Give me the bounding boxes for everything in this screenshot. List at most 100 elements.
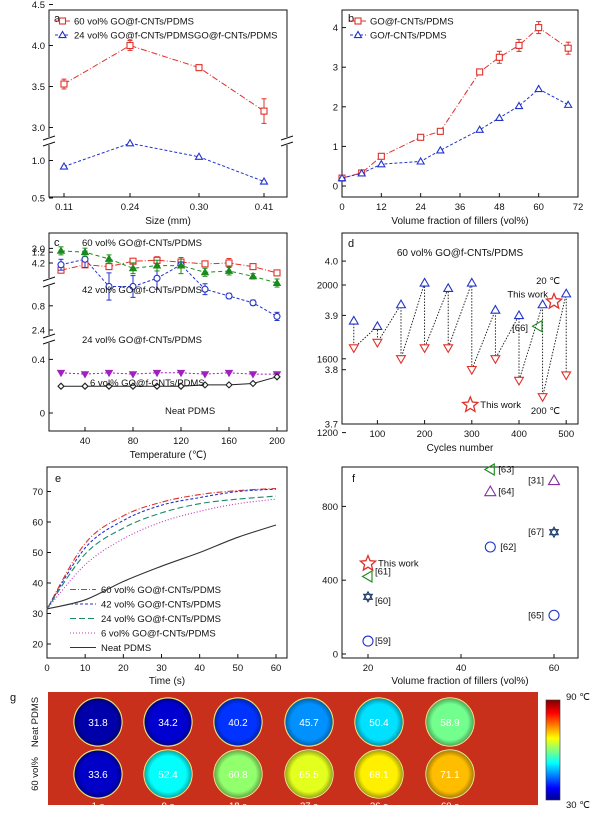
panel-c-point	[129, 382, 137, 390]
panel-c-point	[56, 369, 66, 378]
panel-c-point	[105, 282, 113, 291]
panel-b-point	[535, 24, 543, 32]
panel-f-point-label: [31]	[528, 476, 544, 487]
panel-g-temp-label: 34.2	[158, 718, 178, 729]
panel-e-series-curve	[46, 495, 277, 610]
panel-c-point	[80, 371, 90, 379]
panel-b-legend-label: GO@f-CNTs/PDMS	[370, 17, 454, 28]
panel-d-ytick-label: 3.9	[325, 311, 338, 322]
panel-c-point	[104, 369, 114, 378]
panel-a-ytick-label: 1.0	[32, 156, 45, 167]
panel-e-ytick-label: 60	[32, 518, 43, 529]
panel-d-xtick-label: 100	[369, 429, 385, 440]
panel-c-point	[249, 263, 257, 271]
panel-g-disc-shading	[214, 698, 262, 746]
panel-c-point	[153, 274, 161, 282]
panel-b-xtick-label: 72	[573, 202, 584, 213]
panel-e-series-curve	[46, 488, 277, 610]
panel-a-point	[59, 161, 69, 170]
panel-g-letter: g	[10, 692, 16, 704]
panel-a-series-line	[63, 142, 265, 182]
panel-d-point-200c	[442, 344, 454, 354]
panel-e-ytick-label: 30	[32, 609, 43, 620]
panel-f-point	[531, 319, 543, 333]
panel-c-point	[81, 255, 89, 263]
panel-b-xtick-label: 48	[494, 202, 505, 213]
panel-b-xtick-label: 12	[376, 202, 387, 213]
panel-e-xtick-label: 30	[156, 663, 167, 674]
panel-e-xtick-label: 60	[271, 663, 282, 674]
panel-e-xtick-label: 20	[118, 663, 129, 674]
panel-g-temp-label: 33.6	[88, 770, 108, 781]
panel-g-time-label: 1 s	[92, 801, 105, 812]
panel-g-time-label: 36 s	[370, 801, 388, 812]
panel-c-point	[104, 254, 114, 262]
panel-a-xtick-label: 0.30	[190, 202, 209, 213]
panel-d-point-20c	[513, 309, 525, 320]
panel-e-xtick-label: 0	[44, 663, 49, 674]
panel-c-point	[224, 369, 234, 378]
panel-b-point	[495, 53, 503, 61]
panel-d-title: 60 vol% GO@f-CNTs/PDMS	[397, 248, 524, 259]
panel-c-xtick-label: 80	[128, 436, 139, 447]
panel-c-point	[224, 266, 234, 274]
panel-b-xtick-label: 0	[339, 202, 344, 213]
panel-f-point-label: [65]	[528, 610, 544, 621]
panel-a-ytick-label: 3.0	[32, 123, 45, 134]
panel-e-xtick-label: 50	[233, 663, 244, 674]
panel-c-point	[128, 263, 138, 272]
panel-c-xtick-label: 40	[80, 436, 91, 447]
panel-f-frame	[341, 466, 579, 659]
panel-c-point	[273, 312, 281, 320]
panel-d-point-20c	[442, 282, 454, 293]
axis-break-mark	[280, 135, 294, 147]
panel-d-frame	[341, 232, 579, 425]
panel-g-row-label: 60 vol%	[30, 757, 41, 791]
panel-b-point	[435, 145, 445, 154]
panel-g-disc-shading	[144, 750, 192, 798]
panel-f-point-label: [61]	[375, 567, 391, 578]
panel-f-point	[461, 395, 480, 413]
panel-a-xtick-label: 0.11	[55, 202, 73, 213]
panel-c-xtick-label: 120	[173, 436, 189, 447]
panel-c-point	[176, 369, 186, 378]
panel-g-disc-shading	[426, 750, 474, 798]
panel-g-temp-label: 68.1	[369, 770, 389, 781]
panel-c-series-line	[60, 250, 278, 284]
panel-f-point-label: [59]	[375, 636, 391, 647]
panel-a-ytick-label: 4.5	[32, 0, 45, 11]
panel-g-time-label: 27 s	[300, 801, 318, 812]
panel-c-point	[128, 371, 138, 379]
panel-d-xtick-label: 400	[511, 429, 527, 440]
panel-f-point-label: [60]	[375, 596, 391, 607]
panel-b-point	[563, 100, 573, 108]
panel-d-point-200c	[513, 376, 525, 387]
panel-a-ytick-label: 0.5	[32, 194, 45, 205]
panel-c-ytick-label: 2.4	[32, 326, 45, 337]
panel-b-series-line	[341, 88, 569, 179]
panel-b-point	[337, 173, 347, 182]
panel-f-point-label: This work	[480, 400, 521, 411]
panel-e-legend-label: 6 vol% GO@f-CNTs/PDMS	[101, 629, 216, 640]
panel-g-disc-shading	[426, 698, 474, 746]
panel-c-point	[57, 382, 65, 390]
panel-e-xlabel: Time (s)	[149, 676, 185, 687]
panel-g-temp-label: 45.7	[299, 718, 319, 729]
panel-a-letter: a	[54, 13, 61, 25]
panel-b-ytick-label: 4	[333, 23, 338, 34]
panel-d-xlabel: Cycles number	[427, 443, 494, 454]
panel-b-point	[475, 125, 485, 133]
panel-c-point	[81, 382, 89, 390]
panel-c-point	[225, 381, 233, 389]
panel-d-ytick-label: 4.0	[325, 257, 338, 268]
panel-c-point	[57, 261, 65, 269]
panel-a-point	[259, 176, 269, 185]
panel-b-xtick-label: 36	[455, 202, 466, 213]
panel-c-point	[105, 382, 113, 390]
panel-d-point-20c	[419, 277, 430, 287]
panel-f-point	[362, 635, 374, 647]
panel-a-point	[60, 80, 68, 88]
panel-d-label-200c: 200 ℃	[531, 406, 560, 417]
panel-a-ytick-label: 4.0	[32, 41, 45, 52]
panel-c-annotation: 60 vol% GO@f-CNTs/PDMS	[82, 238, 202, 249]
